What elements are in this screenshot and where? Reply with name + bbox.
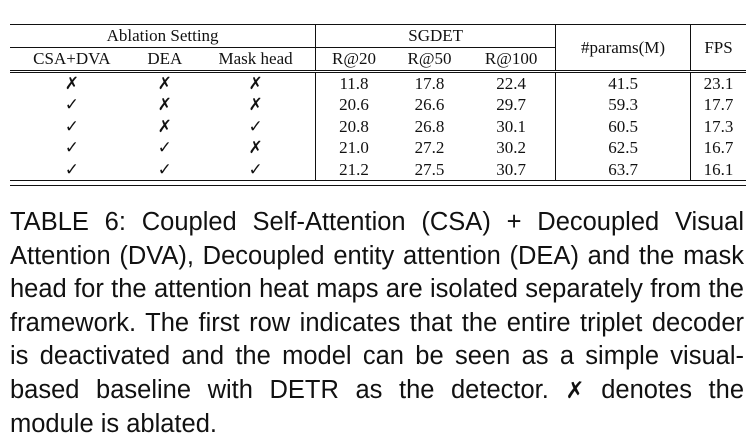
cell-params: 60.5	[555, 116, 691, 138]
caption-text-end: denotes the module is ablated.	[10, 375, 745, 439]
cell-mask: ✓	[248, 159, 263, 180]
cell-fps: 16.7	[690, 137, 746, 159]
table-row: ✓ ✗ ✓ 20.8 26.8 30.1 60.5 17.3	[10, 116, 746, 138]
cell-r20: 21.0	[315, 137, 392, 159]
table-row: ✓ ✓ ✗ 21.0 27.2 30.2 62.5 16.7	[10, 137, 746, 159]
cell-csa-dva: ✗	[64, 73, 79, 94]
header-mask-head: Mask head	[218, 49, 293, 68]
cell-r50: 27.5	[414, 159, 445, 179]
cell-params: 41.5	[555, 71, 691, 95]
cell-dea: ✓	[157, 159, 172, 180]
cell-fps: 23.1	[690, 71, 746, 95]
cell-r20: 20.8	[315, 116, 392, 138]
cell-params: 59.3	[555, 94, 691, 116]
header-r50: R@50	[407, 49, 452, 68]
cell-r50: 26.6	[414, 95, 445, 115]
cell-r100: 30.2	[496, 138, 527, 158]
table-bottom-rule	[10, 180, 746, 186]
cell-r20: 21.2	[315, 159, 392, 181]
cell-r100: 30.7	[496, 159, 527, 179]
header-params: #params(M)	[555, 25, 691, 72]
header-r100: R@100	[484, 49, 538, 68]
cell-fps: 16.1	[690, 159, 746, 181]
cell-csa-dva: ✓	[64, 138, 79, 159]
table-header-row-1: Ablation Setting SGDET #params(M) FPS	[10, 25, 746, 72]
header-fps: FPS	[690, 25, 746, 72]
table-header-row-2: CSA+DVA DEA Mask head R@20 R@50 R@100	[10, 47, 746, 72]
table-top-rule	[10, 24, 746, 25]
cell-r100: 30.1	[496, 116, 527, 136]
cell-csa-dva: ✓	[64, 116, 79, 137]
cell-mask: ✗	[248, 73, 263, 94]
ablation-table: Ablation Setting SGDET #params(M) FPS CS…	[10, 25, 746, 181]
cell-fps: 17.7	[690, 94, 746, 116]
cell-r20: 11.8	[315, 71, 392, 95]
cell-fps: 17.3	[690, 116, 746, 138]
caption-text: TABLE 6: Coupled Self-Attention (CSA) + …	[10, 208, 744, 404]
cell-csa-dva: ✓	[64, 159, 79, 180]
header-csa-dva: CSA+DVA	[33, 49, 111, 68]
table-caption: TABLE 6: Coupled Self-Attention (CSA) + …	[10, 206, 744, 442]
cell-r100: 29.7	[496, 95, 527, 115]
header-dea: DEA	[147, 49, 183, 68]
cell-csa-dva: ✓	[64, 95, 79, 116]
header-ablation-setting: Ablation Setting	[10, 25, 316, 48]
table-row: ✓ ✗ ✗ 20.6 26.6 29.7 59.3 17.7	[10, 94, 746, 116]
table-row: ✗ ✗ ✗ 11.8 17.8 22.4 41.5 23.1	[10, 71, 746, 95]
cell-mask: ✗	[248, 95, 263, 116]
cell-mask: ✗	[248, 138, 263, 159]
cell-r50: 17.8	[414, 73, 445, 93]
cell-r50: 26.8	[414, 116, 445, 136]
cell-params: 63.7	[555, 159, 691, 181]
header-r20: R@20	[315, 47, 392, 72]
header-sgdet: SGDET	[315, 25, 556, 48]
cell-mask: ✓	[248, 116, 263, 137]
cell-dea: ✗	[157, 116, 172, 137]
cell-params: 62.5	[555, 137, 691, 159]
table-row: ✓ ✓ ✓ 21.2 27.5 30.7 63.7 16.1	[10, 159, 746, 181]
cross-mark-icon: ✗	[565, 377, 585, 404]
cell-dea: ✗	[157, 95, 172, 116]
cell-dea: ✓	[157, 138, 172, 159]
cell-r20: 20.6	[315, 94, 392, 116]
cell-r50: 27.2	[414, 138, 445, 158]
cell-dea: ✗	[157, 73, 172, 94]
cell-r100: 22.4	[496, 73, 527, 93]
